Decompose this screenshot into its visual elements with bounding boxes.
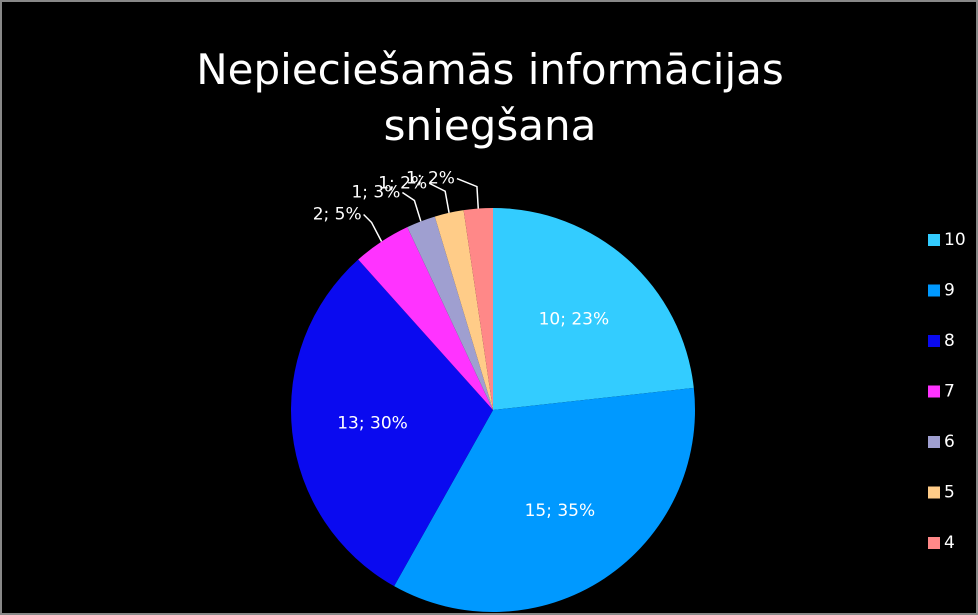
legend-label: 4 bbox=[944, 533, 955, 553]
pie-slice bbox=[358, 227, 493, 410]
pie-slice bbox=[407, 216, 493, 410]
data-label: 1; 2% bbox=[378, 173, 427, 193]
legend-label: 5 bbox=[944, 483, 955, 503]
legend-swatch bbox=[928, 385, 940, 398]
data-label: 1; 2% bbox=[406, 169, 455, 189]
data-label: 1; 3% bbox=[351, 183, 400, 203]
legend-label: 7 bbox=[944, 382, 955, 402]
legend-label: 10 bbox=[944, 230, 966, 250]
legend-swatch bbox=[928, 537, 940, 549]
chart-title: Nepieciešamās informācijas sniegšana bbox=[196, 45, 784, 150]
leader-line bbox=[401, 191, 422, 222]
data-label: 10; 23% bbox=[539, 310, 610, 330]
legend-label: 9 bbox=[944, 281, 955, 301]
data-label: 15; 35% bbox=[525, 501, 596, 521]
data-label: 2; 5% bbox=[313, 205, 362, 225]
legend-label: 6 bbox=[944, 432, 955, 452]
legend-swatch bbox=[928, 486, 940, 499]
pie-slice bbox=[493, 208, 694, 410]
legend-label: 8 bbox=[944, 331, 955, 351]
legend-swatch bbox=[928, 234, 940, 246]
legend-swatch bbox=[928, 335, 940, 347]
leader-line bbox=[428, 182, 450, 213]
legend-swatch bbox=[928, 436, 940, 448]
pie-slice bbox=[463, 208, 493, 410]
pie-slice bbox=[434, 210, 493, 410]
leader-line bbox=[363, 213, 383, 242]
leader-line bbox=[456, 177, 480, 209]
pie-slice bbox=[291, 259, 493, 587]
legend-swatch bbox=[928, 284, 940, 297]
pie-slice bbox=[394, 387, 695, 612]
data-label: 13; 30% bbox=[337, 413, 408, 433]
